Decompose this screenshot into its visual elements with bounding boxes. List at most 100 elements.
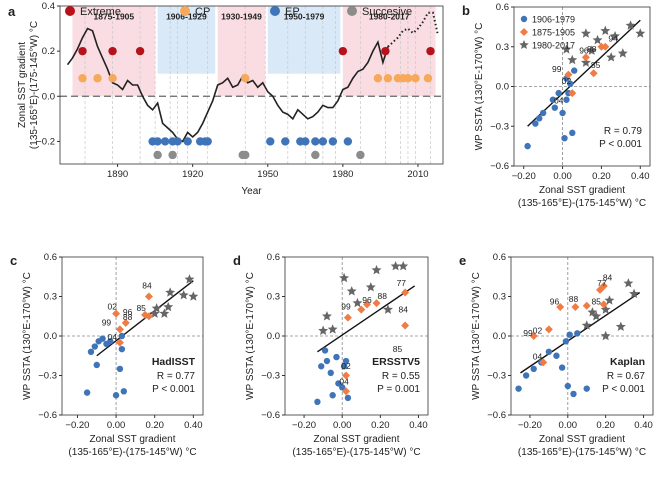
extreme-event-dot	[426, 46, 435, 56]
x-tick-label: 0.40	[634, 420, 653, 431]
y-tick-label: 0.4	[42, 1, 55, 12]
year-label: 84	[142, 281, 152, 291]
x-axis-label-line1: Zonal SST gradient	[539, 185, 625, 196]
diamond-point	[362, 300, 371, 309]
star-point	[371, 264, 382, 275]
ep-point	[120, 388, 128, 395]
x-tick-label: 0.20	[596, 420, 615, 431]
star-point	[178, 289, 189, 300]
x-tick-label: 0.20	[371, 420, 390, 431]
legend-marker	[347, 6, 357, 16]
regression-line	[527, 19, 641, 127]
x-axis-label-line1: Zonal SST gradient	[539, 434, 625, 445]
ep-point	[314, 398, 321, 406]
ep-point	[583, 385, 590, 392]
star-point	[586, 45, 597, 55]
x-tick-label: −0.20	[292, 420, 316, 431]
ep-point	[107, 338, 114, 345]
legend-label: Extreme	[80, 6, 121, 18]
x-tick-label: 0.00	[553, 171, 572, 182]
star-point	[635, 28, 646, 38]
legend-label: CP	[195, 6, 210, 18]
x-tick-label: 0.20	[592, 171, 611, 182]
x-tick-label: 2010	[407, 169, 428, 180]
x-axis-label-line2: (135-165°E)-(175-145°W) °C	[518, 198, 646, 209]
legend-marker-ep	[520, 15, 528, 23]
successive-event-dot	[153, 150, 162, 160]
correlation-p: P = 0.001	[377, 384, 420, 395]
dataset-title: Kaplan	[610, 356, 645, 368]
star-point	[623, 278, 634, 288]
ep-point	[536, 115, 543, 122]
year-label: 99	[102, 317, 112, 327]
ep-point	[562, 338, 570, 345]
y-tick-label: −0.3	[490, 121, 509, 132]
y-axis-label-line1: Zonal SST gradient	[17, 42, 28, 128]
x-tick-label: −0.20	[512, 171, 536, 182]
star-point	[567, 54, 578, 65]
star-point	[617, 48, 628, 58]
ep-point	[570, 390, 577, 398]
ep-point	[321, 347, 329, 354]
y-tick-label: 0.2	[42, 46, 55, 57]
diamond-point	[599, 300, 608, 309]
year-label: 88	[569, 294, 579, 304]
star-point	[163, 301, 174, 312]
star-point	[327, 324, 338, 334]
year-label: 02	[341, 361, 351, 371]
period-label: 1906-1929	[166, 12, 207, 22]
ep-event-dot	[311, 137, 320, 146]
star-point	[390, 261, 401, 271]
y-tick-label: −0.6	[38, 410, 57, 421]
successive-event-dot	[241, 150, 250, 160]
star-point	[165, 287, 176, 297]
diamond-point	[539, 358, 548, 367]
y-axis-label: WP SSTA (130°E-170°W) °C	[22, 272, 33, 400]
y-tick-label: 0.6	[496, 2, 509, 13]
star-point	[184, 274, 195, 284]
x-tick-label: −0.20	[518, 420, 542, 431]
star-point	[398, 261, 409, 271]
ep-point	[553, 352, 560, 359]
year-label: 85	[393, 344, 403, 354]
y-tick-label: 0.3	[493, 292, 506, 303]
x-axis-label: Year	[241, 186, 262, 197]
diamond-point	[144, 312, 153, 321]
correlation-p: P < 0.001	[599, 139, 642, 150]
ep-event-dot	[301, 137, 310, 146]
diamond-point	[342, 371, 351, 380]
year-label: 85	[591, 60, 601, 70]
year-label: 85	[591, 296, 601, 306]
ep-point	[524, 142, 531, 150]
diamond-point	[343, 313, 352, 322]
y-tick-label: 0.0	[44, 331, 57, 342]
cp-event-dot	[403, 74, 413, 83]
star-point	[600, 304, 611, 314]
star-point	[561, 44, 572, 54]
star-point	[580, 57, 591, 67]
panel-letter: b	[462, 3, 470, 18]
x-tick-label: 0.40	[631, 171, 650, 182]
ep-point	[318, 363, 325, 370]
ep-point	[112, 392, 120, 399]
legend-marker-star	[519, 40, 529, 50]
ep-point	[558, 364, 566, 371]
ep-point	[340, 363, 348, 370]
ep-point	[116, 365, 124, 373]
year-label: 99	[523, 328, 533, 338]
ep-event-dot	[281, 137, 290, 146]
cp-event-dot	[373, 74, 383, 83]
ep-point	[99, 335, 106, 342]
legend-label: 1875-1905	[532, 28, 575, 38]
star-point	[592, 34, 603, 45]
star-point	[600, 330, 611, 341]
diamond-point	[599, 281, 608, 290]
ep-point	[118, 332, 126, 340]
ep-event-dot	[328, 137, 338, 146]
diamond-point	[401, 321, 410, 330]
ep-event-dot	[153, 137, 162, 146]
gradient-line	[66, 27, 389, 143]
y-tick-label: 0.6	[493, 252, 506, 263]
year-label: 96	[579, 45, 589, 55]
